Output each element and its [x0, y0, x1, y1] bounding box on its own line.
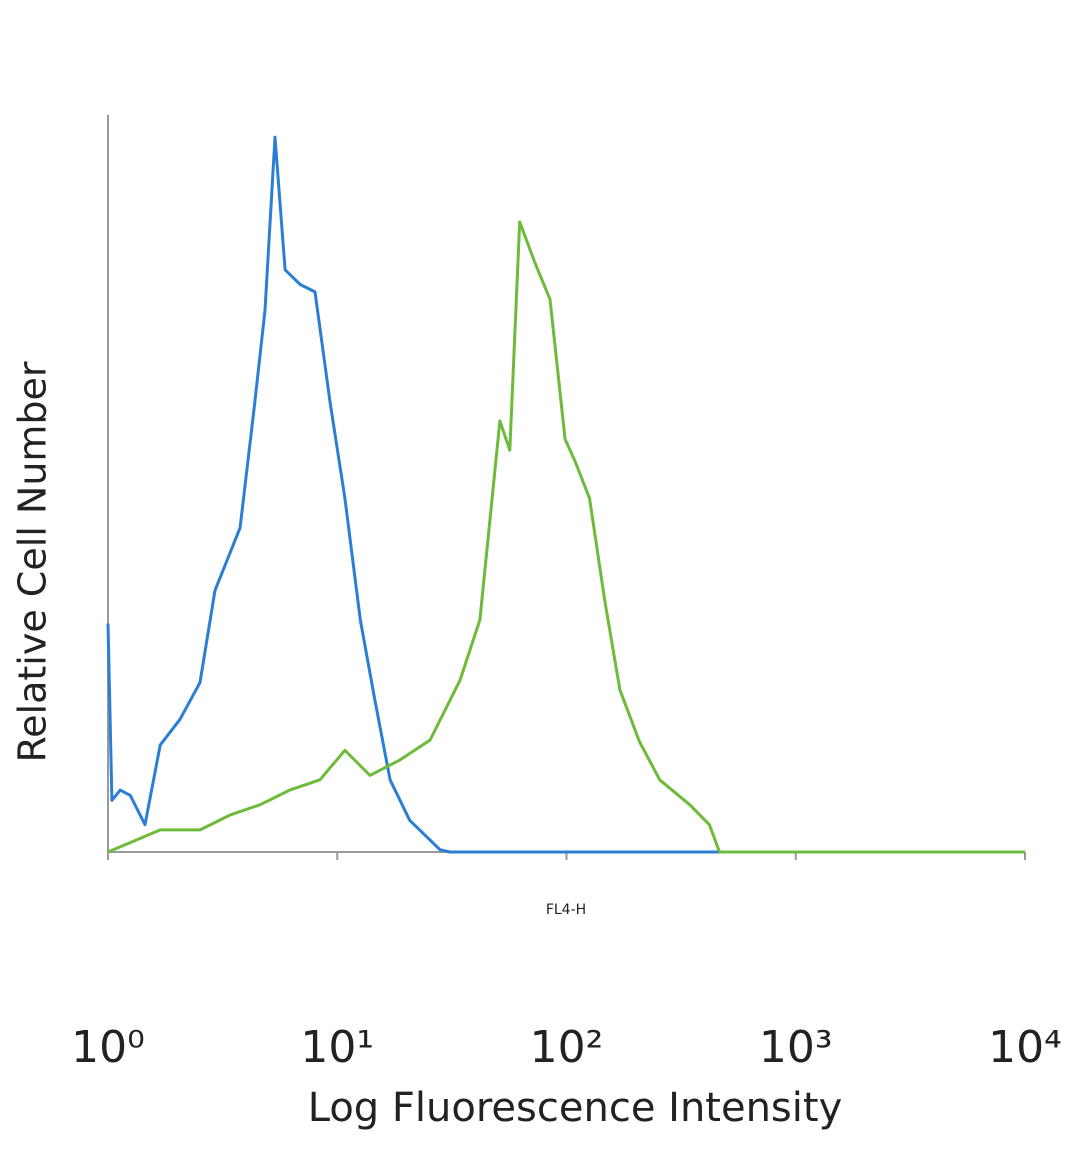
x-axis-label: Log Fluorescence Intensity [308, 1085, 843, 1131]
histogram-line [106, 135, 1025, 854]
x-tick-label: 10¹ [300, 1022, 374, 1073]
x-tick-label: 10⁰ [71, 1022, 145, 1073]
histogram-line [107, 220, 1025, 854]
x-tick-label: 10⁴ [988, 1022, 1062, 1073]
x-tick-label: 10³ [759, 1022, 833, 1073]
y-axis-label: Relative Cell Number [11, 361, 55, 762]
annotation: FL4-H [546, 902, 586, 918]
x-tick-label: 10² [530, 1022, 604, 1073]
